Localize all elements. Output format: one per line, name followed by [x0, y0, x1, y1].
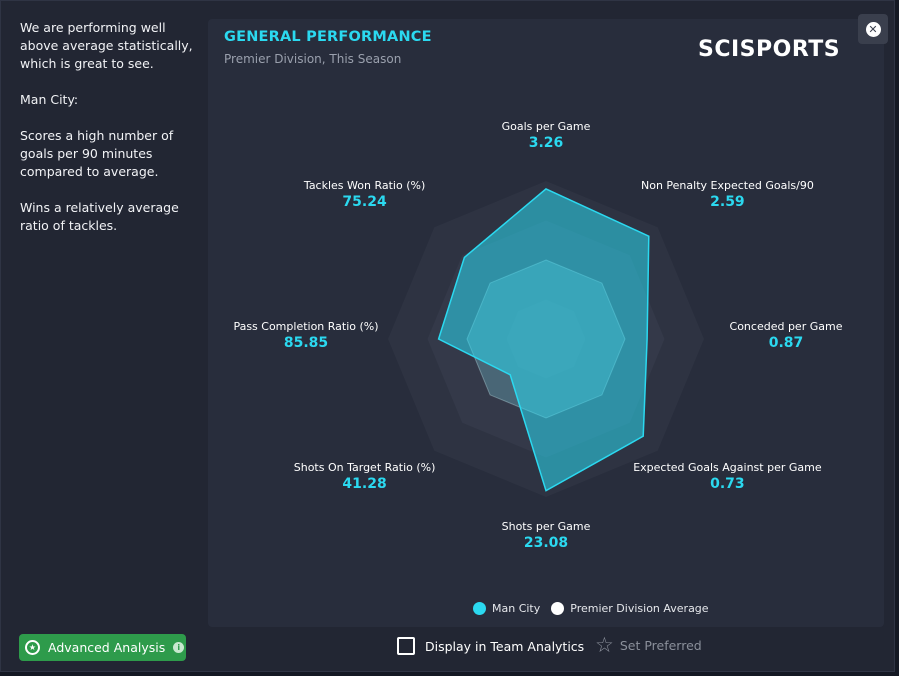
- series-man-city: [437, 188, 650, 492]
- radar-chart: [388, 181, 704, 497]
- axis-value: 0.87: [768, 335, 804, 351]
- axis-name: Shots On Target Ratio (%): [293, 461, 436, 475]
- axis-label: Shots per Game 23.08: [502, 520, 591, 551]
- axis-value: 3.26: [528, 135, 564, 151]
- axis-name: Tackles Won Ratio (%): [303, 178, 426, 192]
- legend-item-man-city: Man City: [473, 602, 540, 615]
- chart-subtitle: Premier Division, This Season: [224, 52, 402, 66]
- axis-value: 23.08: [523, 535, 569, 551]
- checkbox-icon[interactable]: [397, 637, 415, 655]
- axis-label: Non Penalty Expected Goals/90 2.59: [641, 179, 814, 210]
- legend-label: Man City: [492, 602, 541, 615]
- axis-name: Shots per Game: [501, 520, 591, 533]
- summary-paragraph: Man City:: [20, 92, 79, 107]
- axis-label: Pass Completion Ratio (%) 85.85: [233, 320, 378, 351]
- display-in-team-analytics-checkbox[interactable]: Display in Team Analytics: [397, 637, 584, 655]
- star-circle-icon: ★: [25, 640, 40, 655]
- summary-paragraph: Scores a high number of goals per 90 min…: [20, 128, 174, 179]
- star-outline-icon: ☆: [595, 633, 614, 657]
- axis-name: Pass Completion Ratio (%): [233, 320, 379, 333]
- advanced-analysis-label: Advanced Analysis: [48, 640, 166, 655]
- info-icon[interactable]: i: [173, 642, 185, 653]
- checkbox-label: Display in Team Analytics: [425, 638, 585, 654]
- set-preferred-button[interactable]: ☆ Set Preferred: [595, 633, 702, 657]
- axis-name: Non Penalty Expected Goals/90: [640, 178, 814, 192]
- scisports-logo: SCISPORTS: [698, 37, 841, 62]
- axis-name: Expected Goals Against per Game: [633, 461, 822, 475]
- axis-label: Expected Goals Against per Game 0.73: [633, 461, 821, 492]
- chart-title: GENERAL PERFORMANCE: [224, 29, 432, 45]
- close-button[interactable]: ✕: [858, 14, 888, 44]
- legend-label: Premier Division Average: [570, 602, 709, 615]
- legend-dot: [473, 602, 486, 615]
- axis-name: Conceded per Game: [729, 320, 843, 333]
- axis-value: 0.73: [710, 476, 745, 493]
- axis-value: 85.85: [283, 335, 329, 351]
- axis-name: Goals per Game: [501, 120, 591, 133]
- axis-label: Goals per Game 3.26: [502, 120, 591, 151]
- axis-label: Shots On Target Ratio (%) 41.28: [294, 461, 436, 492]
- close-icon: ✕: [865, 21, 881, 37]
- legend-dot: [551, 602, 565, 615]
- set-preferred-label: Set Preferred: [619, 637, 702, 653]
- summary-paragraph: Wins a relatively average ratio of tackl…: [20, 200, 179, 233]
- axis-value: 2.59: [710, 193, 745, 210]
- axis-value: 75.24: [342, 193, 387, 210]
- chart-legend: Man City Premier Division Average: [473, 602, 720, 615]
- advanced-analysis-button[interactable]: ★ Advanced Analysis i: [19, 634, 186, 661]
- axis-label: Conceded per Game 0.87: [730, 320, 843, 351]
- legend-item-league-average: Premier Division Average: [551, 602, 709, 615]
- axis-label: Tackles Won Ratio (%) 75.24: [304, 179, 425, 210]
- analysis-summary: We are performing well above average sta…: [20, 19, 205, 253]
- axis-value: 41.28: [342, 476, 387, 493]
- summary-paragraph: We are performing well above average sta…: [20, 20, 193, 71]
